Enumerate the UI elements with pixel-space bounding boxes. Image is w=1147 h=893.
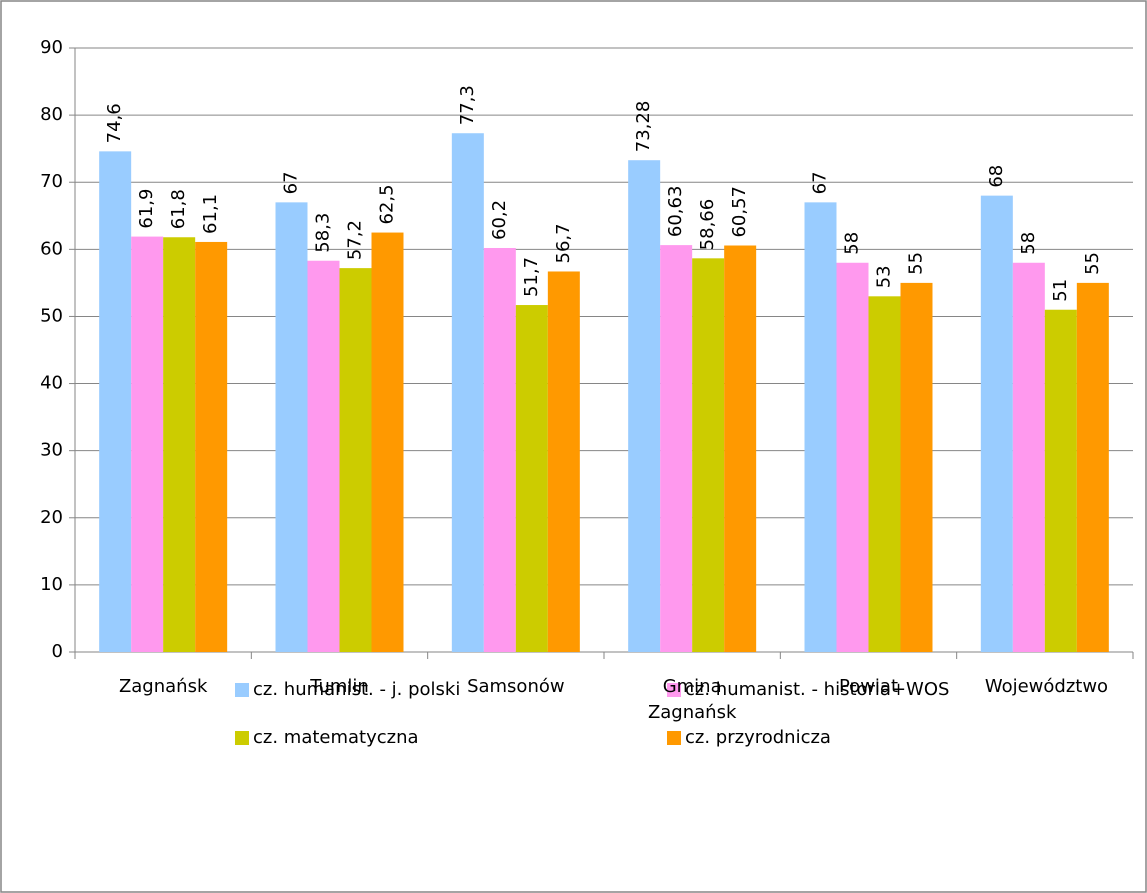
x-tick-label: Samsonów — [467, 676, 565, 697]
value-label: 68 — [986, 165, 1007, 188]
bar — [628, 160, 661, 652]
bar — [547, 271, 580, 652]
value-label: 73,28 — [633, 101, 654, 153]
value-label: 58,3 — [313, 213, 334, 253]
bar — [99, 151, 132, 652]
value-label: 61,1 — [200, 194, 221, 234]
value-label: 62,5 — [377, 184, 398, 224]
bar — [339, 268, 372, 652]
bar — [195, 241, 228, 652]
value-label: 55 — [906, 252, 927, 275]
legend-label: cz. matematyczna — [253, 727, 419, 748]
bar — [1012, 262, 1045, 652]
bar — [131, 236, 164, 653]
value-label: 51,7 — [521, 257, 542, 297]
value-label: 77,3 — [457, 85, 478, 125]
y-tick-label: 40 — [40, 373, 63, 394]
y-tick-label: 20 — [40, 507, 63, 528]
bar — [804, 202, 837, 652]
bar — [371, 232, 404, 653]
x-tick-label: Tumlin — [310, 676, 369, 697]
y-tick-label: 30 — [40, 440, 63, 461]
value-label: 61,9 — [136, 189, 157, 229]
value-label: 74,6 — [104, 103, 125, 143]
x-tick-label: Zagnańsk — [118, 676, 208, 697]
bar — [275, 202, 308, 652]
value-label: 58,66 — [697, 199, 718, 251]
x-tick-label: Powiat — [838, 676, 899, 697]
legend-swatch — [667, 731, 681, 745]
y-tick-label: 80 — [40, 104, 63, 125]
value-label: 58 — [842, 232, 863, 255]
bar — [900, 282, 933, 652]
bar — [868, 296, 901, 652]
bar — [451, 133, 484, 653]
value-label: 67 — [281, 171, 302, 194]
y-tick-label: 50 — [40, 305, 63, 326]
legend-swatch — [235, 683, 249, 697]
value-label: 60,2 — [489, 200, 510, 240]
y-tick-label: 70 — [40, 171, 63, 192]
bar — [515, 305, 548, 652]
value-label: 61,8 — [168, 189, 189, 229]
bar — [836, 262, 869, 652]
y-tick-label: 10 — [40, 574, 63, 595]
value-label: 60,57 — [729, 186, 750, 238]
bar — [724, 245, 757, 652]
bar — [660, 245, 693, 652]
y-tick-label: 90 — [40, 37, 63, 58]
value-label: 57,2 — [345, 220, 366, 260]
value-label: 51 — [1050, 279, 1071, 302]
value-label: 56,7 — [553, 223, 574, 263]
bar — [1076, 282, 1109, 652]
bar — [483, 247, 516, 653]
legend-swatch — [235, 731, 249, 745]
x-tick-label: Województwo — [984, 676, 1109, 697]
legend-label: cz. humanist. - historia+WOS — [685, 679, 949, 700]
bar — [692, 258, 725, 652]
value-label: 60,63 — [665, 186, 686, 238]
value-label: 53 — [874, 265, 895, 288]
value-label: 58 — [1018, 232, 1039, 255]
bar — [163, 237, 196, 652]
y-tick-label: 0 — [52, 641, 63, 662]
x-tick-label: Gmina Zagnańsk — [647, 676, 737, 723]
legend-label: cz. przyrodnicza — [685, 727, 831, 748]
value-label: 55 — [1082, 252, 1103, 275]
bar — [1044, 309, 1077, 652]
y-tick-label: 60 — [40, 238, 63, 259]
legend-swatch — [667, 683, 681, 697]
value-label: 67 — [810, 171, 831, 194]
bar — [307, 260, 340, 652]
legend-label: cz. humanist. - j. polski — [253, 679, 460, 700]
bar — [980, 195, 1013, 652]
